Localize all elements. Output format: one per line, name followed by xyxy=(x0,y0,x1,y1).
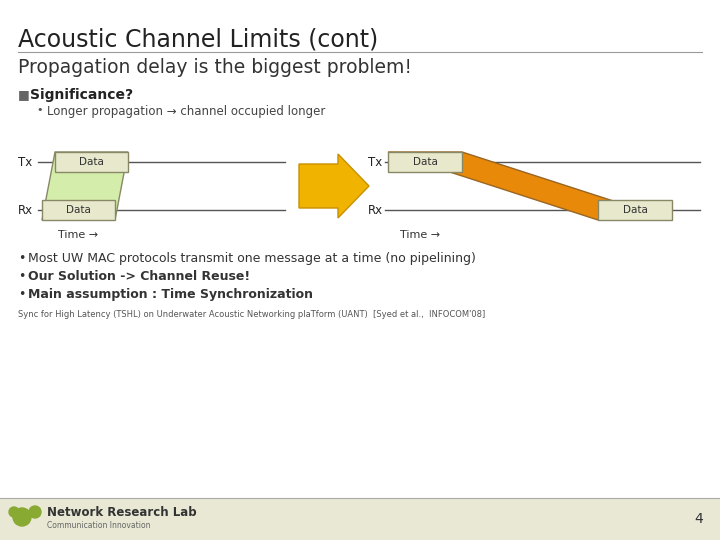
Text: Tx: Tx xyxy=(368,156,382,168)
Text: Time →: Time → xyxy=(400,230,440,240)
Text: Significance?: Significance? xyxy=(30,88,133,102)
FancyBboxPatch shape xyxy=(42,200,115,220)
Text: Main assumption : Time Synchronization: Main assumption : Time Synchronization xyxy=(28,288,313,301)
Circle shape xyxy=(29,506,41,518)
FancyBboxPatch shape xyxy=(55,152,128,172)
Text: •: • xyxy=(18,252,25,265)
Text: Data: Data xyxy=(413,157,438,167)
Text: •: • xyxy=(18,270,25,283)
Polygon shape xyxy=(42,152,128,220)
Text: ■: ■ xyxy=(18,88,30,101)
Text: Network Research Lab: Network Research Lab xyxy=(47,507,197,519)
Text: Acoustic Channel Limits (cont): Acoustic Channel Limits (cont) xyxy=(18,28,378,52)
Text: Propagation delay is the biggest problem!: Propagation delay is the biggest problem… xyxy=(18,58,412,77)
Text: Data: Data xyxy=(66,205,91,215)
Circle shape xyxy=(9,507,19,517)
Text: 4: 4 xyxy=(694,512,703,526)
Text: Sync for High Latency (TSHL) on Underwater Acoustic Networking plaTform (UANT)  : Sync for High Latency (TSHL) on Underwat… xyxy=(18,310,485,319)
Text: Data: Data xyxy=(623,205,647,215)
Bar xyxy=(0,498,720,540)
Polygon shape xyxy=(388,152,672,220)
Text: Longer propagation → channel occupied longer: Longer propagation → channel occupied lo… xyxy=(47,105,325,118)
Text: Time →: Time → xyxy=(58,230,98,240)
Text: Our Solution -> Channel Reuse!: Our Solution -> Channel Reuse! xyxy=(28,270,250,283)
Text: •: • xyxy=(18,288,25,301)
Circle shape xyxy=(13,508,31,526)
Text: •: • xyxy=(36,105,42,115)
Text: Most UW MAC protocols transmit one message at a time (no pipelining): Most UW MAC protocols transmit one messa… xyxy=(28,252,476,265)
FancyBboxPatch shape xyxy=(598,200,672,220)
Text: Rx: Rx xyxy=(368,204,383,217)
Text: Communication Innovation: Communication Innovation xyxy=(47,521,150,530)
FancyBboxPatch shape xyxy=(388,152,462,172)
Text: Data: Data xyxy=(79,157,104,167)
Text: Tx: Tx xyxy=(18,156,32,168)
Polygon shape xyxy=(299,154,369,218)
Text: Rx: Rx xyxy=(18,204,33,217)
